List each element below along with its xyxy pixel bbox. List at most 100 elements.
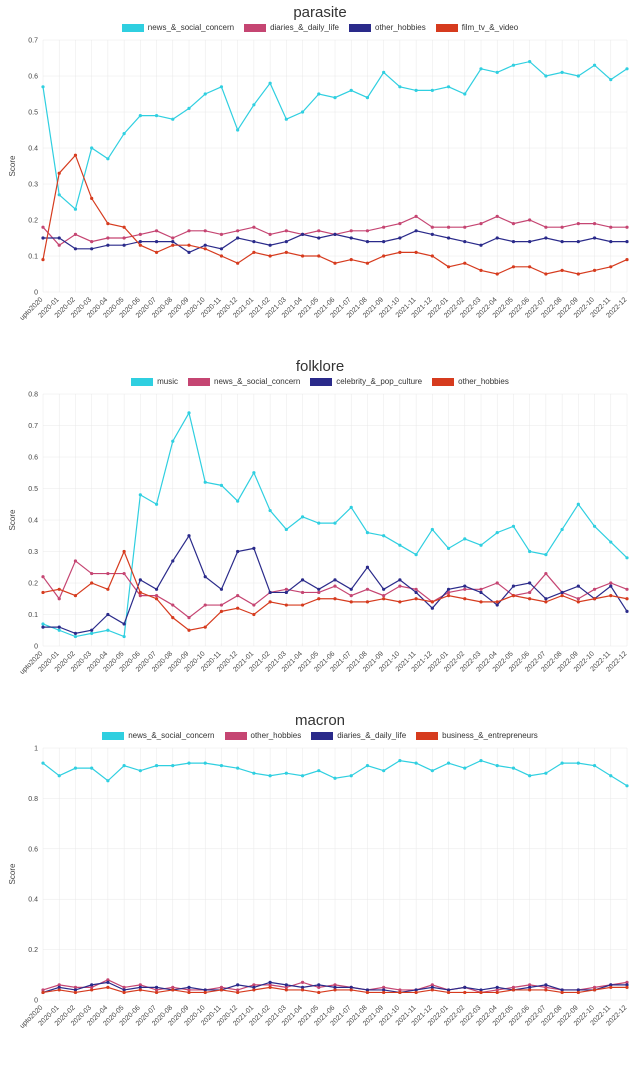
- series-point: [528, 218, 531, 221]
- y-tick-label: 0.3: [28, 182, 38, 189]
- series-point: [625, 597, 628, 600]
- legend-item: news_&_social_concern: [188, 377, 300, 386]
- series-point: [544, 226, 547, 229]
- series-point: [285, 118, 288, 121]
- legend: musicnews_&_social_concerncelebrity_&_po…: [5, 377, 635, 386]
- series-point: [382, 534, 385, 537]
- series-point: [577, 597, 580, 600]
- series-point: [625, 556, 628, 559]
- series-point: [512, 585, 515, 588]
- chart-container-2: macronnews_&_social_concernother_hobbies…: [0, 712, 640, 1062]
- series-point: [333, 988, 336, 991]
- series-point: [463, 991, 466, 994]
- series-point: [333, 578, 336, 581]
- series-point: [625, 986, 628, 989]
- series-point: [561, 240, 564, 243]
- series-point: [171, 559, 174, 562]
- series-point: [317, 254, 320, 257]
- series-point: [350, 594, 353, 597]
- series-point: [269, 244, 272, 247]
- series-point: [155, 240, 158, 243]
- series-point: [366, 600, 369, 603]
- legend-item: film_tv_&_video: [436, 23, 518, 32]
- y-tick-label: 0.5: [28, 486, 38, 493]
- legend-label: celebrity_&_pop_culture: [336, 377, 422, 386]
- series-point: [479, 759, 482, 762]
- series-point: [561, 594, 564, 597]
- series-point: [90, 767, 93, 770]
- series-point: [252, 772, 255, 775]
- legend-swatch: [131, 378, 153, 386]
- series-point: [317, 236, 320, 239]
- legend-swatch: [432, 378, 454, 386]
- series-point: [236, 236, 239, 239]
- series-point: [187, 411, 190, 414]
- legend-label: film_tv_&_video: [462, 23, 518, 32]
- legend-label: diaries_&_daily_life: [337, 731, 406, 740]
- series-point: [90, 197, 93, 200]
- series-point: [431, 988, 434, 991]
- series-point: [171, 236, 174, 239]
- series-point: [123, 991, 126, 994]
- series-point: [544, 572, 547, 575]
- series-point: [187, 991, 190, 994]
- series-point: [609, 226, 612, 229]
- series-point: [236, 500, 239, 503]
- series-point: [171, 244, 174, 247]
- series-point: [577, 240, 580, 243]
- series-point: [139, 244, 142, 247]
- legend: news_&_social_concerndiaries_&_daily_lif…: [5, 23, 635, 32]
- y-tick-label: 1: [34, 746, 38, 753]
- series-point: [609, 581, 612, 584]
- series-point: [204, 481, 207, 484]
- series-point: [544, 74, 547, 77]
- legend-item: diaries_&_daily_life: [244, 23, 339, 32]
- series-point: [301, 110, 304, 113]
- series-point: [187, 616, 190, 619]
- legend-label: news_&_social_concern: [214, 377, 300, 386]
- series-point: [74, 154, 77, 157]
- series-point: [496, 215, 499, 218]
- series-point: [252, 471, 255, 474]
- series-point: [285, 603, 288, 606]
- series-point: [106, 572, 109, 575]
- series-point: [609, 240, 612, 243]
- series-point: [447, 991, 450, 994]
- series-point: [41, 622, 44, 625]
- series-point: [431, 254, 434, 257]
- series-point: [333, 262, 336, 265]
- series-point: [204, 247, 207, 250]
- series-point: [593, 64, 596, 67]
- series-point: [479, 222, 482, 225]
- series-point: [463, 585, 466, 588]
- series-point: [512, 594, 515, 597]
- series-point: [285, 983, 288, 986]
- series-point: [139, 493, 142, 496]
- series-point: [123, 244, 126, 247]
- series-point: [561, 528, 564, 531]
- y-axis-label: Score: [8, 509, 17, 530]
- series-point: [544, 988, 547, 991]
- series-point: [415, 991, 418, 994]
- series-point: [106, 613, 109, 616]
- y-axis-label: Score: [8, 863, 17, 884]
- series-point: [398, 578, 401, 581]
- series-point: [512, 525, 515, 528]
- series-point: [90, 247, 93, 250]
- series-point: [415, 762, 418, 765]
- series-point: [204, 92, 207, 95]
- series-point: [41, 991, 44, 994]
- series-point: [398, 759, 401, 762]
- series-point: [220, 603, 223, 606]
- series-point: [463, 986, 466, 989]
- series-point: [220, 85, 223, 88]
- series-point: [382, 588, 385, 591]
- series-point: [561, 991, 564, 994]
- series-point: [544, 553, 547, 556]
- legend-swatch: [416, 732, 438, 740]
- series-point: [236, 767, 239, 770]
- series-point: [625, 610, 628, 613]
- series-point: [609, 585, 612, 588]
- series-point: [139, 233, 142, 236]
- series-point: [577, 600, 580, 603]
